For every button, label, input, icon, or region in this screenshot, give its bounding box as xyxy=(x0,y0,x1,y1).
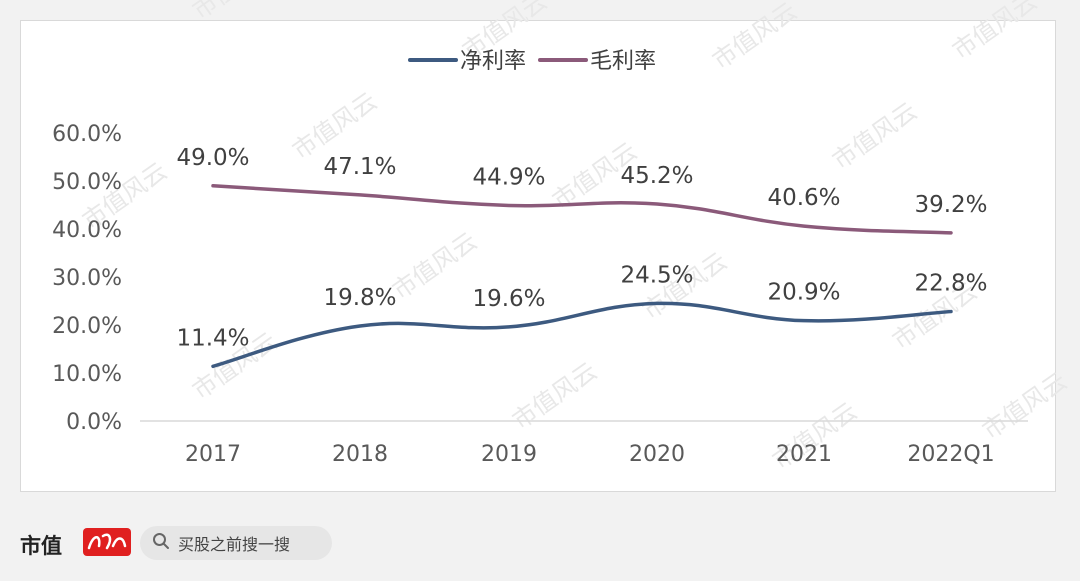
series-line-1 xyxy=(211,301,953,369)
brand-name: 市值 xyxy=(20,534,62,558)
data-labels: 11.4% 19.8% 19.6% 24.5% 20.9% 22.8% 49.0% 47.1%… xyxy=(176,145,987,351)
x-tick-label: 2019 xyxy=(481,442,537,467)
series-lines xyxy=(211,184,953,369)
data-label: 19.8% xyxy=(323,285,396,311)
x-tick-label: 2017 xyxy=(185,442,241,467)
x-tick-label: 2020 xyxy=(629,442,685,467)
data-label: 11.4% xyxy=(176,325,249,351)
data-label: 39.2% xyxy=(914,192,987,218)
x-tick-label: 2018 xyxy=(332,442,388,467)
legend-label-2: 毛利率 xyxy=(590,49,656,74)
data-label: 40.6% xyxy=(767,185,840,211)
series-line-2 xyxy=(211,184,953,235)
y-tick-label: 40.0% xyxy=(52,218,122,243)
footer-bar: 市值 买股之前搜一搜 xyxy=(0,508,1080,581)
y-tick-label: 60.0% xyxy=(52,122,122,147)
x-tick-label: 2021 xyxy=(776,442,832,467)
search-hint: 买股之前搜一搜 xyxy=(178,535,291,554)
watermark-text: 市值风云 xyxy=(187,0,282,25)
search-icon xyxy=(152,532,170,554)
search-bar[interactable]: 买股之前搜一搜 xyxy=(140,526,332,560)
watermark-text: 市值风云 xyxy=(947,0,1042,65)
data-label: 45.2% xyxy=(620,163,693,189)
watermark-text: 市值风云 xyxy=(977,367,1072,445)
y-tick-label: 30.0% xyxy=(52,266,122,291)
data-label: 47.1% xyxy=(323,154,396,180)
chart-frame xyxy=(20,20,1056,492)
brand-logo xyxy=(83,528,131,556)
legend: 净利率 毛利率 xyxy=(408,49,656,74)
legend-label-1: 净利率 xyxy=(460,49,526,74)
data-label: 22.8% xyxy=(914,271,987,297)
watermark-text: 市值风云 xyxy=(827,97,922,175)
y-tick-label: 50.0% xyxy=(52,170,122,195)
watermark-text: 市值风云 xyxy=(387,227,482,305)
data-label: 19.6% xyxy=(472,286,545,312)
x-axis: 2017 2018 2019 2020 2021 2022Q1 xyxy=(185,442,995,467)
y-tick-label: 0.0% xyxy=(66,410,122,435)
y-tick-label: 10.0% xyxy=(52,362,122,387)
y-tick-label: 20.0% xyxy=(52,314,122,339)
watermark-text: 市值风云 xyxy=(507,357,602,435)
watermark-text: 市值风云 xyxy=(707,0,802,75)
data-label: 49.0% xyxy=(176,145,249,171)
data-label: 20.9% xyxy=(767,280,840,306)
data-label: 44.9% xyxy=(472,164,545,190)
y-axis: 0.0% 10.0% 20.0% 30.0% 40.0% 50.0% 60.0% xyxy=(52,122,122,435)
x-tick-label: 2022Q1 xyxy=(907,442,994,467)
data-label: 24.5% xyxy=(620,262,693,288)
